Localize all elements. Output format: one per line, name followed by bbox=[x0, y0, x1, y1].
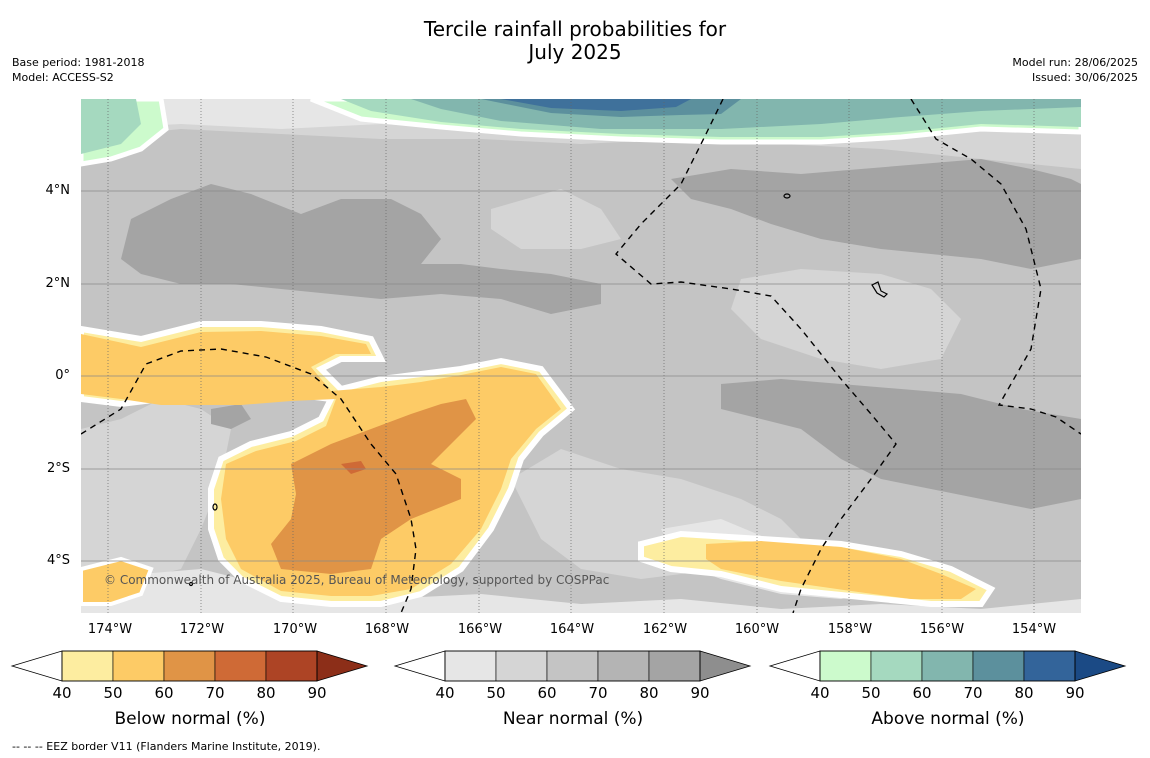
cbar-below-label-80: 80 bbox=[256, 684, 276, 702]
colorbar-above-normal bbox=[768, 650, 1127, 682]
near-normal-dark-regions bbox=[121, 159, 1081, 509]
cbar-swatch-80 bbox=[1023, 650, 1076, 682]
cbar-below-label-40: 40 bbox=[52, 684, 72, 702]
cbar-below-label-60: 60 bbox=[154, 684, 174, 702]
x-tick-160w: 160°W bbox=[734, 622, 780, 637]
x-tick-168w: 168°W bbox=[364, 622, 410, 637]
cbar-swatch-70 bbox=[214, 650, 267, 682]
cbar-below-label-70: 70 bbox=[205, 684, 225, 702]
cbar-swatch-80 bbox=[265, 650, 318, 682]
model-run: Model run: 28/06/2025 bbox=[1012, 56, 1138, 69]
issued-date: Issued: 30/06/2025 bbox=[1031, 71, 1138, 84]
cbar-swatch-50 bbox=[495, 650, 548, 682]
cbar-near-label-70: 70 bbox=[588, 684, 608, 702]
cbar-swatch-50 bbox=[112, 650, 165, 682]
cbar-below-swatches bbox=[61, 650, 318, 682]
cbar-above-swatches bbox=[819, 650, 1076, 682]
cbar-above-title: Above normal (%) bbox=[871, 709, 1025, 729]
below-normal-regions bbox=[81, 321, 996, 607]
x-tick-158w: 158°W bbox=[827, 622, 873, 637]
cbar-near-label-90: 90 bbox=[690, 684, 710, 702]
x-tick-174w: 174°W bbox=[87, 622, 133, 637]
cbar-swatch-70 bbox=[597, 650, 650, 682]
graticule bbox=[81, 99, 1081, 613]
cbar-near-label-40: 40 bbox=[435, 684, 455, 702]
cbar-above-extend-high bbox=[1074, 650, 1127, 682]
cbar-swatch-40 bbox=[61, 650, 114, 682]
cbar-swatch-60 bbox=[546, 650, 599, 682]
x-tick-170w: 170°W bbox=[272, 622, 318, 637]
y-tick-4s: 4°S bbox=[46, 553, 70, 568]
cbar-swatch-50 bbox=[870, 650, 923, 682]
x-tick-154w: 154°W bbox=[1011, 622, 1057, 637]
cbar-swatch-70 bbox=[972, 650, 1025, 682]
cbar-near-label-80: 80 bbox=[639, 684, 659, 702]
cbar-above-label-40: 40 bbox=[810, 684, 830, 702]
cbar-near-label-60: 60 bbox=[537, 684, 557, 702]
cbar-below-title: Below normal (%) bbox=[114, 709, 266, 729]
cbar-swatch-60 bbox=[163, 650, 216, 682]
map-title: Tercile rainfall probabilities for July … bbox=[423, 17, 727, 64]
x-tick-162w: 162°W bbox=[642, 622, 688, 637]
cbar-above-label-80: 80 bbox=[1014, 684, 1034, 702]
cbar-above-label-50: 50 bbox=[861, 684, 881, 702]
base-period: Base period: 1981-2018 bbox=[12, 56, 145, 69]
eez-footnote: -- -- -- EEZ border V11 (Flanders Marine… bbox=[12, 740, 321, 753]
eez-borders bbox=[81, 99, 1081, 613]
cbar-below-extend-high bbox=[316, 650, 369, 682]
x-tick-166w: 166°W bbox=[457, 622, 503, 637]
model-name: Model: ACCESS-S2 bbox=[12, 71, 114, 84]
cbar-below-label-50: 50 bbox=[103, 684, 123, 702]
y-tick-0: 0° bbox=[55, 368, 70, 383]
cbar-swatch-80 bbox=[648, 650, 701, 682]
y-tick-2n: 2°N bbox=[45, 276, 71, 291]
rainfall-map bbox=[81, 99, 1081, 613]
y-tick-4n: 4°N bbox=[45, 183, 71, 198]
colorbar-near-normal bbox=[393, 650, 752, 682]
y-tick-2s: 2°S bbox=[46, 461, 70, 476]
cbar-above-label-90: 90 bbox=[1065, 684, 1085, 702]
cbar-swatch-40 bbox=[819, 650, 872, 682]
cbar-near-extend-low bbox=[393, 650, 446, 682]
x-tick-164w: 164°W bbox=[549, 622, 595, 637]
cbar-above-label-70: 70 bbox=[963, 684, 983, 702]
copyright-notice: © Commonwealth of Australia 2025, Bureau… bbox=[104, 573, 610, 587]
cbar-near-label-50: 50 bbox=[486, 684, 506, 702]
meta-left: Base period: 1981-2018 Model: ACCESS-S2 bbox=[12, 55, 144, 85]
cbar-swatch-60 bbox=[921, 650, 974, 682]
x-tick-156w: 156°W bbox=[919, 622, 965, 637]
cbar-above-extend-low bbox=[768, 650, 821, 682]
x-tick-172w: 172°W bbox=[179, 622, 225, 637]
cbar-swatch-40 bbox=[444, 650, 497, 682]
meta-right: Model run: 28/06/2025 Issued: 30/06/2025 bbox=[1012, 55, 1138, 85]
above-normal-regions bbox=[81, 99, 1081, 167]
colorbar-below-normal bbox=[10, 650, 369, 682]
cbar-near-extend-high bbox=[699, 650, 752, 682]
cbar-below-label-90: 90 bbox=[307, 684, 327, 702]
cbar-below-extend-low bbox=[10, 650, 63, 682]
cbar-near-title: Near normal (%) bbox=[502, 709, 644, 729]
cbar-near-swatches bbox=[444, 650, 701, 682]
cbar-above-label-60: 60 bbox=[912, 684, 932, 702]
islands bbox=[188, 193, 889, 587]
